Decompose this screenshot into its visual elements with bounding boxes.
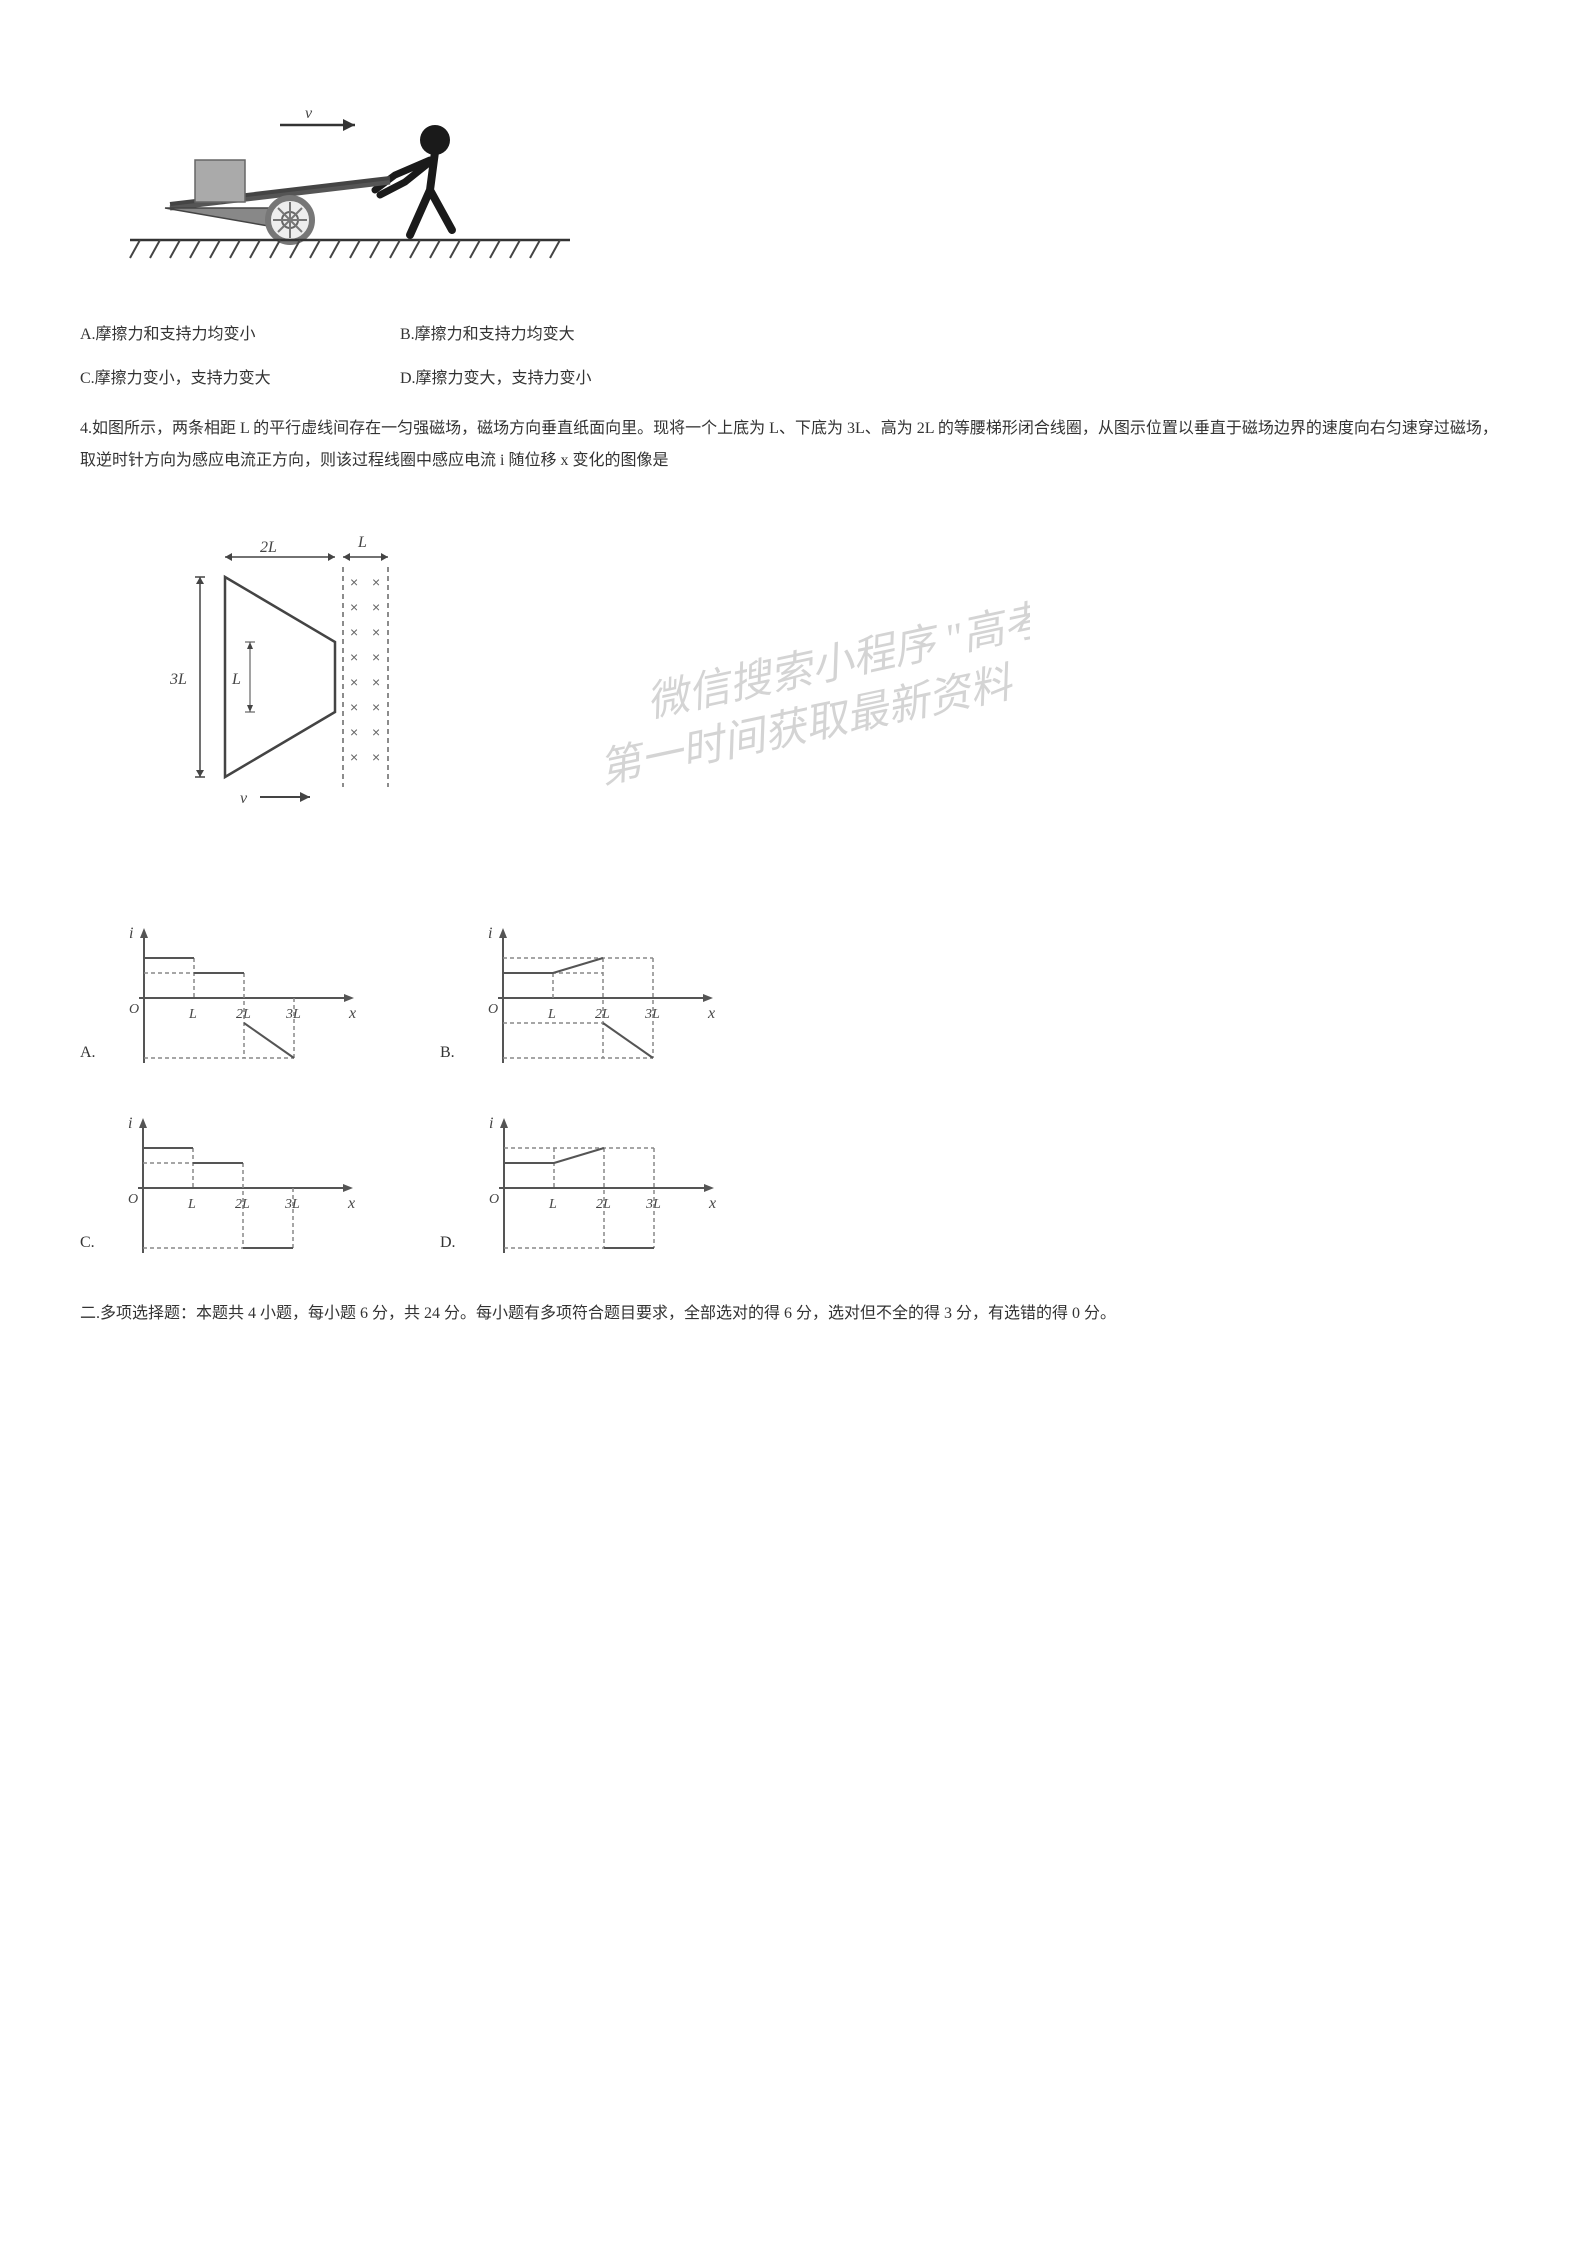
graph-a-container: A. i O x L 2L 3L	[80, 918, 400, 1078]
svg-text:×: ×	[372, 749, 380, 765]
graph-a-svg: i O x L 2L 3L	[104, 918, 364, 1078]
svg-text:×: ×	[372, 699, 380, 715]
svg-text:×: ×	[372, 624, 380, 640]
graph-b-label: B.	[440, 1039, 455, 1068]
cart-svg: v θ	[80, 100, 580, 280]
graph-d-label: D.	[440, 1229, 456, 1258]
q3-figure: v θ	[80, 100, 1507, 291]
svg-text:3L: 3L	[645, 1197, 661, 1212]
graph-row-2: C. i O x L 2L 3L D.	[80, 1108, 1507, 1268]
svg-text:×: ×	[372, 649, 380, 665]
graph-d-svg: i O x L 2L 3L	[464, 1108, 724, 1268]
svg-text:L: L	[548, 1197, 557, 1212]
svg-text:O: O	[129, 1002, 139, 1017]
svg-text:O: O	[489, 1192, 499, 1207]
svg-text:3L: 3L	[285, 1007, 301, 1022]
svg-text:O: O	[488, 1002, 498, 1017]
svg-text:x: x	[347, 1195, 355, 1212]
svg-text:×: ×	[372, 724, 380, 740]
q3-option-a: A.摩擦力和支持力均变小	[80, 321, 360, 350]
graph-d-container: D. i O x L 2L 3L	[440, 1108, 760, 1268]
svg-text:x: x	[708, 1195, 716, 1212]
svg-text:×: ×	[350, 624, 358, 640]
graph-row-1: A. i O x L 2L 3L B.	[80, 918, 1507, 1078]
svg-text:L: L	[357, 534, 367, 551]
svg-text:L: L	[231, 671, 241, 688]
svg-text:i: i	[128, 1115, 132, 1132]
q3-options-row1: A.摩擦力和支持力均变小 B.摩擦力和支持力均变大	[80, 321, 1507, 350]
svg-text:×: ×	[372, 674, 380, 690]
graph-c-svg: i O x L 2L 3L	[103, 1108, 363, 1268]
svg-text:L: L	[187, 1197, 196, 1212]
q4-diagram-container: 微信搜索小程序 "高考早知道" 第一时间获取最新资料 2L L 3L L	[80, 497, 1507, 888]
q3-options-row2: C.摩擦力变小，支持力变大 D.摩擦力变大，支持力变小	[80, 365, 1507, 394]
svg-text:3L: 3L	[284, 1197, 300, 1212]
svg-text:×: ×	[350, 574, 358, 590]
svg-text:v: v	[240, 790, 248, 807]
q3-option-d: D.摩擦力变大，支持力变小	[400, 365, 592, 394]
svg-text:O: O	[128, 1192, 138, 1207]
svg-text:×: ×	[350, 749, 358, 765]
svg-text:3L: 3L	[169, 671, 187, 688]
svg-text:×: ×	[350, 699, 358, 715]
graph-c-container: C. i O x L 2L 3L	[80, 1108, 400, 1268]
q4-diagram-svg: 微信搜索小程序 "高考早知道" 第一时间获取最新资料 2L L 3L L	[130, 527, 1030, 847]
graph-b-container: B. i O x L 2L 3L	[440, 918, 760, 1078]
graph-b-svg: i O x L 2L 3L	[463, 918, 723, 1078]
svg-text:x: x	[707, 1005, 715, 1022]
svg-text:×: ×	[372, 599, 380, 615]
watermark: 微信搜索小程序 "高考早知道" 第一时间获取最新资料	[584, 568, 1030, 794]
graph-a-label: A.	[80, 1039, 96, 1068]
svg-text:×: ×	[350, 649, 358, 665]
velocity-label: v	[305, 105, 313, 122]
svg-text:2L: 2L	[260, 539, 277, 556]
q3-option-b: B.摩擦力和支持力均变大	[400, 321, 575, 350]
svg-text:×: ×	[350, 724, 358, 740]
svg-text:×: ×	[350, 599, 358, 615]
svg-text:i: i	[488, 925, 492, 942]
q4-text: 4.如图所示，两条相距 L 的平行虚线间存在一匀强磁场，磁场方向垂直纸面向里。现…	[80, 413, 1507, 477]
section-2-header: 二.多项选择题：本题共 4 小题，每小题 6 分，共 24 分。每小题有多项符合…	[80, 1298, 1507, 1330]
svg-text:L: L	[547, 1007, 556, 1022]
svg-text:i: i	[489, 1115, 493, 1132]
q3-option-c: C.摩擦力变小，支持力变大	[80, 365, 360, 394]
svg-text:×: ×	[372, 574, 380, 590]
svg-text:×: ×	[350, 674, 358, 690]
svg-text:x: x	[348, 1005, 356, 1022]
svg-text:L: L	[188, 1007, 197, 1022]
svg-text:i: i	[129, 925, 133, 942]
svg-text:3L: 3L	[644, 1007, 660, 1022]
graph-c-label: C.	[80, 1229, 95, 1258]
